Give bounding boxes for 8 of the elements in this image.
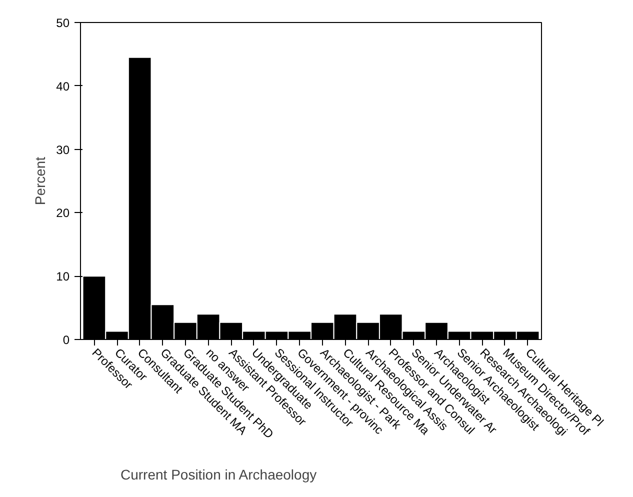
y-tick-label: 20 <box>56 206 70 220</box>
y-tick-label: 10 <box>56 270 70 284</box>
y-tick-label: 40 <box>56 79 70 94</box>
y-tick-label: 30 <box>56 142 70 157</box>
y-tick-label: 50 <box>56 16 70 30</box>
x-axis-title: Current Position in Archaeology <box>120 466 317 482</box>
y-tick-label: 0 <box>62 333 70 347</box>
y-axis-title: Percent <box>32 156 48 206</box>
